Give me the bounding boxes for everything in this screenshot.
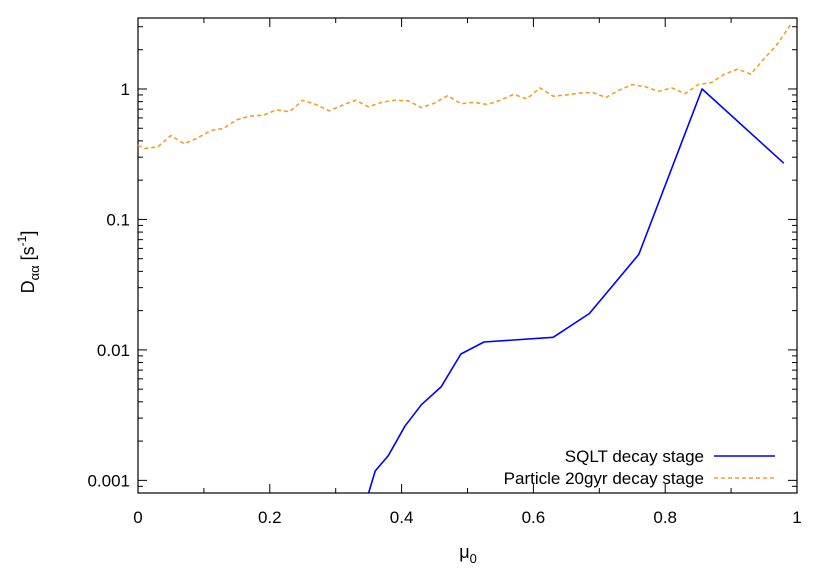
- series-line-sqlt: [367, 88, 785, 494]
- x-tick-label: 0.4: [390, 508, 414, 527]
- plot-frame: [137, 17, 798, 494]
- series-line-particle: [137, 24, 792, 150]
- x-axis-label: μ0: [459, 542, 477, 566]
- y-tick-label: 0.001: [87, 471, 130, 490]
- x-tick-label: 1: [792, 508, 801, 527]
- y-tick-label: 0.1: [106, 210, 130, 229]
- x-tick-label: 0: [133, 508, 142, 527]
- x-tick-label: 0.2: [258, 508, 282, 527]
- svg-text:Dαα [s-1]: Dαα [s-1]: [15, 231, 42, 294]
- x-tick-label: 0.6: [522, 508, 546, 527]
- svg-text:μ0: μ0: [459, 542, 477, 566]
- legend-label-sqlt: SQLT decay stage: [565, 447, 704, 466]
- y-tick-label: 1: [121, 80, 130, 99]
- y-axis-label: Dαα [s-1]: [15, 231, 42, 294]
- x-tick-label: 0.8: [653, 508, 677, 527]
- legend: SQLT decay stage Particle 20gyr decay st…: [504, 447, 775, 488]
- legend-label-particle: Particle 20gyr decay stage: [504, 469, 704, 488]
- y-tick-label: 0.01: [97, 341, 130, 360]
